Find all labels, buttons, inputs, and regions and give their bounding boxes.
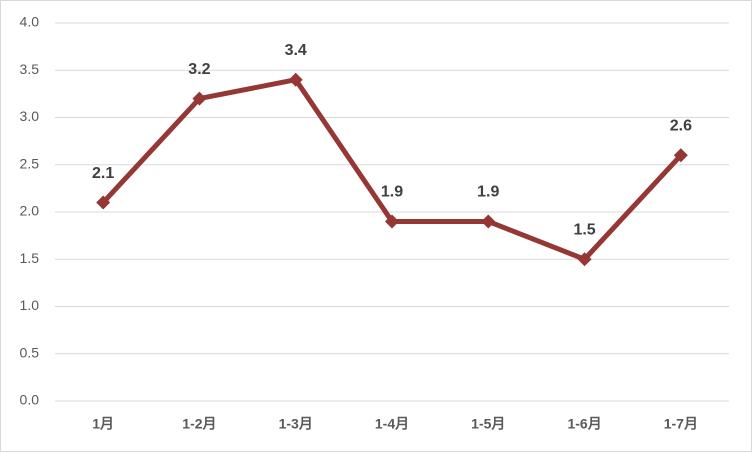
data-label: 2.6 [670, 118, 692, 135]
y-tick-label: 0.0 [20, 392, 40, 408]
y-tick-label: 3.5 [20, 61, 40, 77]
x-tick-label: 1月 [92, 416, 114, 432]
data-label: 2.1 [92, 165, 114, 182]
x-tick-label: 1-3月 [279, 416, 313, 432]
marker [673, 148, 688, 163]
marker [385, 214, 399, 229]
marker [288, 72, 303, 87]
marker [96, 195, 111, 210]
x-tick-label: 1-6月 [567, 416, 601, 432]
x-tick-label: 1-4月 [375, 416, 409, 432]
x-tick-label: 1-2月 [182, 416, 216, 432]
data-label: 1.9 [477, 184, 499, 201]
data-label: 1.5 [573, 221, 595, 238]
x-tick-label: 1-7月 [664, 416, 698, 432]
data-label: 3.2 [188, 61, 210, 78]
x-tick-label: 1-5月 [471, 416, 505, 432]
y-tick-label: 3.0 [20, 108, 40, 124]
y-tick-label: 2.0 [20, 203, 40, 219]
data-label: 1.9 [381, 184, 403, 201]
y-tick-label: 2.5 [20, 155, 40, 171]
y-tick-label: 1.0 [20, 297, 40, 313]
y-tick-label: 1.5 [20, 250, 40, 266]
data-label: 3.4 [285, 42, 307, 59]
marker [481, 214, 496, 229]
marker [577, 252, 592, 267]
y-tick-label: 0.5 [20, 344, 40, 360]
y-tick-label: 4.0 [20, 14, 40, 30]
marker [192, 91, 207, 106]
